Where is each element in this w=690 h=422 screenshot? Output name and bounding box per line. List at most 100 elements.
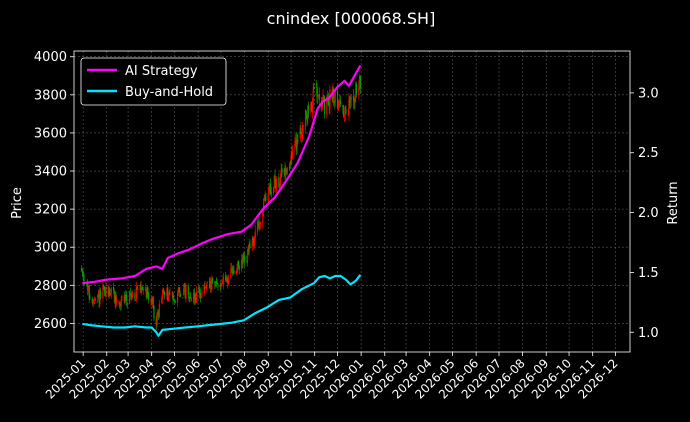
candle-body — [157, 310, 159, 315]
candle-body — [254, 231, 256, 238]
y-tick-label-left: 3400 — [34, 165, 67, 180]
candle-body — [323, 96, 325, 99]
candle-body — [139, 284, 141, 291]
candle-body — [194, 294, 196, 301]
candle-body — [182, 296, 184, 298]
candle-body — [249, 243, 251, 249]
candle-body — [118, 301, 120, 303]
candle-body — [224, 275, 227, 280]
candle-body — [225, 279, 227, 280]
candle-body — [302, 125, 304, 128]
candle-body — [232, 271, 234, 273]
y-tick-label-left: 3600 — [34, 126, 67, 141]
candle-body — [226, 278, 228, 282]
candle-body — [92, 300, 94, 304]
candle-body — [285, 169, 288, 172]
candle-body — [206, 282, 208, 284]
legend-label-ai-strategy: AI Strategy — [125, 64, 198, 79]
candle-body — [125, 294, 128, 302]
candle-body — [295, 139, 297, 144]
candle-body — [156, 313, 158, 326]
candle-body — [355, 83, 358, 94]
candle-body — [114, 293, 116, 302]
candle-body — [107, 286, 109, 296]
candle-body — [339, 99, 341, 102]
candle-body — [359, 75, 361, 89]
candle-body — [211, 279, 213, 290]
candle-body — [150, 299, 152, 302]
candle-body — [184, 283, 186, 298]
candle-body — [275, 180, 277, 189]
candle-body — [228, 278, 230, 285]
candle-body — [244, 256, 246, 261]
candle-body — [230, 268, 232, 278]
candle-body — [279, 185, 281, 189]
candle-body — [253, 236, 256, 246]
candle-body — [215, 281, 218, 284]
candle-body — [296, 138, 298, 148]
candle-body — [87, 286, 90, 290]
candle-body — [265, 197, 267, 201]
candle-body — [145, 290, 147, 298]
candle-body — [257, 221, 259, 227]
candle-body — [173, 299, 175, 301]
candle-body — [311, 102, 313, 113]
candle-body — [205, 287, 207, 289]
candle-body — [269, 185, 271, 191]
candle-body — [301, 135, 303, 138]
candle-body — [231, 267, 234, 274]
candle-body — [338, 100, 340, 106]
candle-body — [153, 305, 155, 319]
candle-body — [290, 154, 292, 165]
candle-body — [167, 294, 170, 302]
candle-body — [123, 296, 125, 301]
candle-body — [284, 168, 286, 176]
candle-body — [146, 288, 148, 297]
candlesticks — [81, 73, 361, 330]
candle-body — [259, 221, 261, 225]
candle-body — [98, 292, 100, 304]
candle-body — [140, 284, 142, 291]
series-line-ai-strategy — [82, 64, 362, 285]
candle-body — [169, 292, 171, 294]
candle-body — [105, 286, 107, 296]
candle-body — [144, 289, 147, 290]
candle-body — [299, 126, 301, 139]
candle-body — [350, 96, 352, 100]
candle-body — [297, 140, 299, 142]
candle-body — [136, 286, 138, 290]
candle-body — [161, 293, 163, 299]
candle-body — [81, 268, 83, 271]
y-tick-label-left: 2800 — [34, 279, 67, 294]
candle-body — [231, 267, 233, 269]
candle-body — [113, 290, 115, 302]
candle-body — [135, 286, 138, 300]
legend-label-buy-and-hold: Buy-and-Hold — [125, 85, 213, 100]
candle-body — [221, 283, 224, 285]
candle-body — [109, 294, 112, 296]
candle-body — [113, 287, 115, 290]
candle-body — [129, 291, 131, 304]
candle-body — [327, 96, 329, 106]
candle-body — [334, 90, 336, 103]
candle-body — [155, 318, 157, 326]
candle-body — [243, 255, 245, 259]
candle-body — [359, 76, 361, 90]
candle-body — [190, 299, 192, 301]
candle-body — [196, 290, 198, 303]
candle-body — [247, 249, 249, 261]
candle-body — [252, 237, 254, 240]
candle-body — [147, 287, 149, 297]
candle-body — [134, 292, 136, 300]
candle-body — [151, 300, 153, 303]
candle-body — [94, 297, 96, 301]
candle-body — [192, 293, 195, 302]
candle-body — [99, 290, 101, 305]
candle-body — [93, 299, 96, 301]
candle-body — [344, 107, 346, 117]
candle-body — [272, 186, 275, 193]
legend-box — [80, 57, 227, 106]
candle-body — [200, 294, 202, 298]
candle-body — [270, 192, 272, 195]
